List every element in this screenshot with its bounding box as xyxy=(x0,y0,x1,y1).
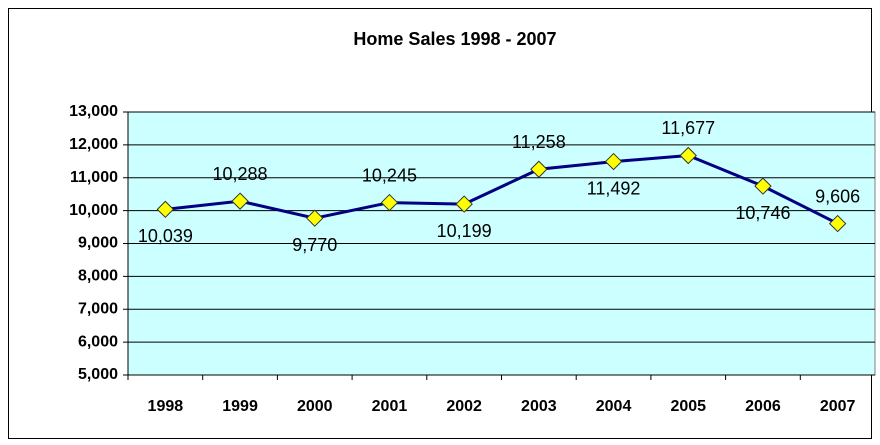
x-tick-label: 2004 xyxy=(596,398,632,415)
y-tick-label: 8,000 xyxy=(78,268,118,285)
marker xyxy=(530,160,548,178)
chart-title: Home Sales 1998 - 2007 xyxy=(353,29,556,49)
x-tick-label: 1998 xyxy=(148,398,184,415)
data-label: 10,245 xyxy=(362,165,417,185)
data-label: 11,492 xyxy=(587,178,641,198)
y-tick-label: 11,000 xyxy=(70,169,118,186)
data-label: 9,770 xyxy=(292,235,337,255)
x-tick-label: 2003 xyxy=(521,398,557,415)
data-label: 10,746 xyxy=(735,203,790,223)
marker xyxy=(604,152,623,171)
marker xyxy=(455,195,473,213)
x-tick-label: 2002 xyxy=(446,398,482,415)
marker xyxy=(156,200,175,219)
data-label: 10,039 xyxy=(138,226,193,246)
data-label: 11,677 xyxy=(661,118,715,138)
x-tick-label: 2006 xyxy=(745,398,781,415)
marker xyxy=(231,192,249,210)
marker xyxy=(679,146,697,165)
marker xyxy=(306,209,324,227)
x-tick-label: 2000 xyxy=(297,398,333,415)
marker xyxy=(754,177,772,195)
y-tick-label: 6,000 xyxy=(78,333,118,350)
x-tick-label: 2001 xyxy=(372,398,408,415)
x-tick-label: 2005 xyxy=(670,398,706,415)
line xyxy=(165,153,839,225)
y-tick-label: 10,000 xyxy=(69,202,118,219)
data-label: 11,258 xyxy=(512,132,566,152)
x-tick-label: 1999 xyxy=(222,398,258,415)
y-tick-label: 7,000 xyxy=(78,300,118,317)
y-tick-label: 5,000 xyxy=(78,366,118,383)
data-label: 9,606 xyxy=(815,186,860,206)
marker xyxy=(380,193,399,212)
y-tick-label: 12,000 xyxy=(69,136,118,153)
data-label: 10,288 xyxy=(213,164,268,184)
marker xyxy=(828,214,847,233)
data-label: 10,199 xyxy=(437,221,492,241)
y-tick-label: 9,000 xyxy=(78,235,118,252)
x-tick-label: 2007 xyxy=(820,398,856,415)
y-tick-label: 13,000 xyxy=(69,103,118,120)
